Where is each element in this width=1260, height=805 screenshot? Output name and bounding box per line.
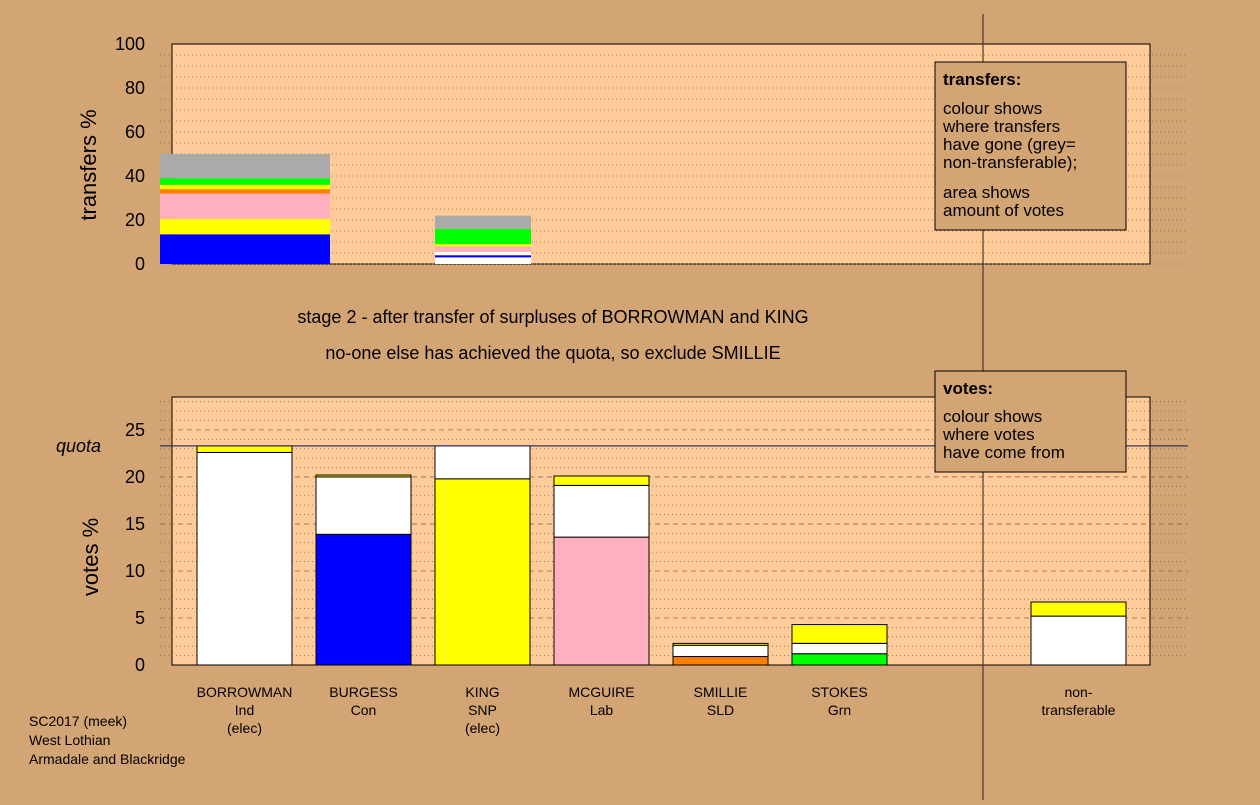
vote-segment — [434, 478, 531, 666]
votes-legend-line: where votes — [942, 425, 1035, 444]
vote-segment — [791, 642, 888, 655]
transfers-y-tick-label: 60 — [125, 122, 145, 142]
transfers-segment — [160, 184, 330, 190]
transfers-segment — [160, 193, 330, 219]
votes-y-tick-label: 10 — [125, 561, 145, 581]
candidate-bar — [434, 445, 531, 666]
votes-y-tick-label: 25 — [125, 420, 145, 440]
candidate-label: (elec) — [227, 720, 262, 736]
transfers-segment — [160, 189, 330, 194]
transfers-segment — [160, 234, 330, 264]
votes-y-tick-label: 15 — [125, 514, 145, 534]
candidate-bar — [196, 445, 293, 666]
vote-segment — [791, 624, 888, 644]
candidate-bar — [315, 474, 412, 666]
transfers-legend: transfers: colour shows where transfers … — [934, 61, 1127, 231]
vote-segment — [315, 476, 412, 535]
candidate-label: STOKES — [811, 684, 868, 700]
transfers-segment — [435, 228, 531, 245]
candidate-label: KING — [465, 684, 499, 700]
votes-y-axis: 0 5 10 15 20 25 — [125, 420, 145, 675]
candidate-label: Grn — [828, 702, 851, 718]
transfers-legend-line: area shows — [943, 183, 1030, 202]
transfers-segment — [160, 178, 330, 185]
stage-subheading: no-one else has achieved the quota, so e… — [325, 343, 780, 363]
votes-x-axis-labels: BORROWMAN Ind (elec) BURGESS Con KING SNP (elec… — [197, 684, 1116, 736]
transfers-segment — [435, 244, 531, 247]
transfers-y-axis: 0 20 40 60 80 100 — [115, 34, 145, 274]
votes-legend-line: have come from — [943, 443, 1065, 462]
vote-segment — [315, 533, 412, 666]
transfers-legend-line: amount of votes — [943, 201, 1064, 220]
candidate-bar — [791, 624, 888, 666]
vote-segment — [1030, 601, 1127, 617]
candidate-label: MCGUIRE — [568, 684, 634, 700]
footer-line: Armadale and Blackridge — [29, 751, 186, 767]
transfers-legend-box — [934, 61, 1127, 231]
candidate-label: transferable — [1042, 702, 1116, 718]
transfers-segment — [435, 246, 531, 252]
votes-y-axis-label: votes % — [78, 518, 103, 596]
vote-segment — [791, 653, 888, 666]
vote-segment — [553, 536, 650, 666]
transfers-segment — [160, 154, 330, 179]
candidate-bar — [553, 475, 650, 666]
vote-segment — [196, 445, 293, 453]
vote-segment — [553, 484, 650, 538]
votes-legend-line: colour shows — [943, 407, 1042, 426]
transfers-legend-line: non-transferable); — [943, 153, 1077, 172]
transfers-y-tick-label: 40 — [125, 166, 145, 186]
vote-segment — [1030, 615, 1127, 666]
transfers-y-tick-label: 100 — [115, 34, 145, 54]
votes-bars — [196, 445, 1127, 666]
votes-legend: votes: colour shows where votes have com… — [934, 370, 1127, 473]
transfers-legend-line: have gone (grey= — [943, 135, 1076, 154]
transfers-column — [160, 154, 330, 264]
votes-y-tick-label: 20 — [125, 467, 145, 487]
quota-label: quota — [56, 436, 101, 456]
vote-segment — [672, 656, 769, 666]
candidate-label: SNP — [468, 702, 497, 718]
transfers-segment — [435, 251, 531, 256]
votes-y-tick-label: 0 — [135, 655, 145, 675]
footer-line: West Lothian — [29, 732, 110, 748]
transfers-legend-line: where transfers — [942, 117, 1060, 136]
vote-segment — [315, 474, 412, 478]
candidate-label: non- — [1064, 684, 1092, 700]
transfers-y-tick-label: 20 — [125, 210, 145, 230]
footer-line: SC2017 (meek) — [29, 713, 127, 729]
candidate-label: BURGESS — [329, 684, 397, 700]
vote-segment — [672, 644, 769, 658]
votes-legend-title: votes: — [943, 379, 993, 398]
transfers-legend-title: transfers: — [943, 70, 1021, 89]
transfers-legend-line: colour shows — [943, 99, 1042, 118]
non-transferable-bar — [1030, 601, 1127, 666]
transfers-y-tick-label: 0 — [135, 254, 145, 274]
candidate-label: (elec) — [465, 720, 500, 736]
transfers-column — [435, 215, 531, 264]
transfers-y-tick-label: 80 — [125, 78, 145, 98]
transfers-segment — [435, 257, 531, 264]
vote-segment — [672, 642, 769, 646]
candidate-label: BORROWMAN — [197, 684, 293, 700]
transfers-segment — [435, 215, 531, 229]
transfers-segment — [435, 255, 531, 258]
candidate-label: Con — [351, 702, 377, 718]
candidate-label: SMILLIE — [694, 684, 748, 700]
candidate-label: SLD — [707, 702, 734, 718]
vote-segment — [196, 451, 293, 666]
vote-segment — [553, 475, 650, 486]
stage-heading: stage 2 - after transfer of surpluses of… — [297, 307, 808, 327]
transfers-segment — [160, 218, 330, 235]
votes-legend-box — [934, 370, 1127, 473]
transfers-y-axis-label: transfers % — [76, 109, 101, 220]
vote-segment — [434, 445, 531, 480]
candidate-label: Ind — [235, 702, 254, 718]
votes-y-tick-label: 5 — [135, 608, 145, 628]
transfers-bars — [160, 154, 531, 264]
candidate-bar — [672, 642, 769, 666]
candidate-label: Lab — [590, 702, 614, 718]
